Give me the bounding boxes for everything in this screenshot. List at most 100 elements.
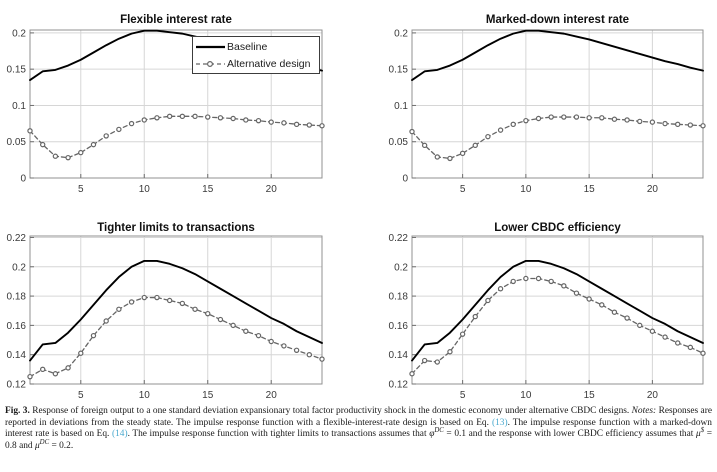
data-point-marker — [116, 306, 122, 312]
data-point-marker — [573, 290, 580, 296]
series-baseline — [411, 259, 704, 362]
data-point-marker — [103, 318, 109, 324]
y-tick-label: 0.2 — [12, 28, 26, 39]
data-point-marker — [687, 344, 694, 351]
data-point-marker — [116, 126, 122, 133]
y-tick-label: 0.22 — [7, 233, 27, 244]
y-tick-label: 0.1 — [12, 101, 26, 112]
data-point-marker — [611, 309, 618, 315]
eq-13-link[interactable]: (13) — [491, 417, 508, 428]
data-point-marker — [523, 117, 529, 124]
subplot-tighter-limits-to-transactions: 5 10 15 20 0.12 0.14 0.16 0.18 0.2 0.22 Tighter li… — [0, 205, 350, 405]
data-point-marker — [548, 278, 554, 285]
data-point-marker — [39, 141, 46, 148]
data-point-marker — [561, 114, 567, 120]
series-baseline — [29, 259, 323, 362]
x-tick-label: 15 — [584, 390, 596, 401]
x-tick-label: 10 — [520, 390, 532, 401]
y-tick-label: 0.14 — [389, 350, 409, 361]
flexible-interest-rate-plot: 5 10 15 20 0 0.05 0.1 0.15 0.2 Flexible interest … — [7, 14, 325, 195]
data-point-marker — [434, 154, 441, 160]
x-tick-label: 10 — [139, 390, 151, 401]
subplot-marked-down-interest-rate: 5 10 15 20 0 0.05 0.1 0.15 0.2 Marked-down intere… — [355, 0, 717, 205]
y-tick-label: 0.05 — [7, 137, 27, 148]
data-point-marker — [27, 128, 33, 134]
data-point-marker — [52, 371, 59, 377]
data-point-marker — [90, 141, 97, 148]
chart-title: Lower CBDC efficiency — [494, 222, 621, 234]
data-point-marker — [281, 343, 287, 349]
legend: Baseline Alternative design — [192, 36, 320, 74]
data-point-marker — [205, 114, 211, 120]
chart-title: Marked-down interest rate — [486, 14, 629, 26]
data-point-marker — [128, 299, 135, 305]
y-tick-label: 0.12 — [7, 380, 27, 391]
data-point-marker — [255, 332, 262, 339]
data-point-marker — [409, 128, 415, 135]
alternative-design-line-sample-icon — [196, 60, 225, 67]
data-point-marker — [459, 150, 466, 157]
data-point-marker — [65, 365, 71, 371]
data-point-marker — [624, 315, 630, 321]
data-point-marker — [561, 283, 567, 289]
data-point-marker — [485, 133, 491, 140]
data-point-marker — [624, 117, 630, 123]
data-point-marker — [510, 278, 516, 285]
data-point-marker — [700, 123, 706, 129]
data-point-marker — [306, 122, 313, 128]
data-point-marker — [434, 359, 441, 365]
data-point-marker — [459, 331, 466, 337]
data-point-marker — [472, 313, 478, 320]
y-tick-label: 0.16 — [7, 321, 27, 332]
data-point-marker — [65, 154, 71, 161]
data-point-marker — [485, 297, 491, 304]
data-point-marker — [154, 115, 160, 121]
data-point-marker — [497, 286, 504, 292]
data-point-marker — [192, 113, 198, 120]
data-point-marker — [674, 340, 681, 346]
x-tick-label: 20 — [647, 184, 659, 195]
series-alternative-design — [29, 115, 323, 159]
data-point-marker — [39, 366, 46, 373]
y-tick-label: 0.1 — [394, 101, 408, 112]
data-point-marker — [179, 113, 186, 120]
x-tick-label: 20 — [266, 390, 278, 401]
data-point-marker — [230, 322, 236, 329]
data-point-marker — [637, 118, 643, 125]
subplot-lower-cbdc-efficiency: 5 10 15 20 0.12 0.14 0.16 0.18 0.2 0.22 Lower CBDC… — [355, 205, 717, 405]
y-tick-label: 0.15 — [7, 65, 27, 76]
eq-14-link[interactable]: (14) — [111, 429, 128, 440]
chart-title: Tighter limits to transactions — [97, 222, 255, 234]
marked-down-interest-rate-plot: 5 10 15 20 0 0.05 0.1 0.15 0.2 Marked-down intere… — [389, 14, 706, 195]
data-point-marker — [154, 294, 160, 301]
data-point-marker — [447, 155, 453, 162]
y-tick-label: 0.22 — [389, 233, 409, 244]
data-point-marker — [599, 302, 605, 308]
x-tick-label: 5 — [78, 184, 84, 195]
data-point-marker — [293, 347, 300, 353]
data-point-marker — [90, 332, 97, 339]
legend-label-alternative-design: Alternative design — [227, 57, 311, 70]
x-tick-label: 20 — [647, 390, 659, 401]
data-point-marker — [662, 334, 668, 340]
x-tick-label: 15 — [202, 390, 214, 401]
y-tick-label: 0.12 — [389, 380, 409, 391]
data-point-marker — [421, 142, 428, 149]
data-point-marker — [230, 115, 236, 122]
data-point-marker — [649, 119, 656, 125]
data-point-marker — [573, 114, 580, 120]
data-point-marker — [535, 115, 542, 122]
y-tick-label: 0 — [20, 174, 26, 185]
y-tick-label: 0.15 — [389, 65, 409, 76]
figure-caption: Fig. 3. Response of foreign output to a … — [5, 406, 713, 451]
x-tick-label: 5 — [460, 390, 466, 401]
data-point-marker — [293, 121, 300, 128]
legend-entry-baseline: Baseline — [195, 38, 316, 55]
data-point-marker — [141, 294, 147, 301]
data-point-marker — [319, 123, 325, 129]
data-point-marker — [141, 117, 147, 123]
series-alternative-design — [411, 116, 704, 160]
chart-title: Flexible interest rate — [120, 14, 232, 26]
data-point-marker — [548, 114, 554, 120]
